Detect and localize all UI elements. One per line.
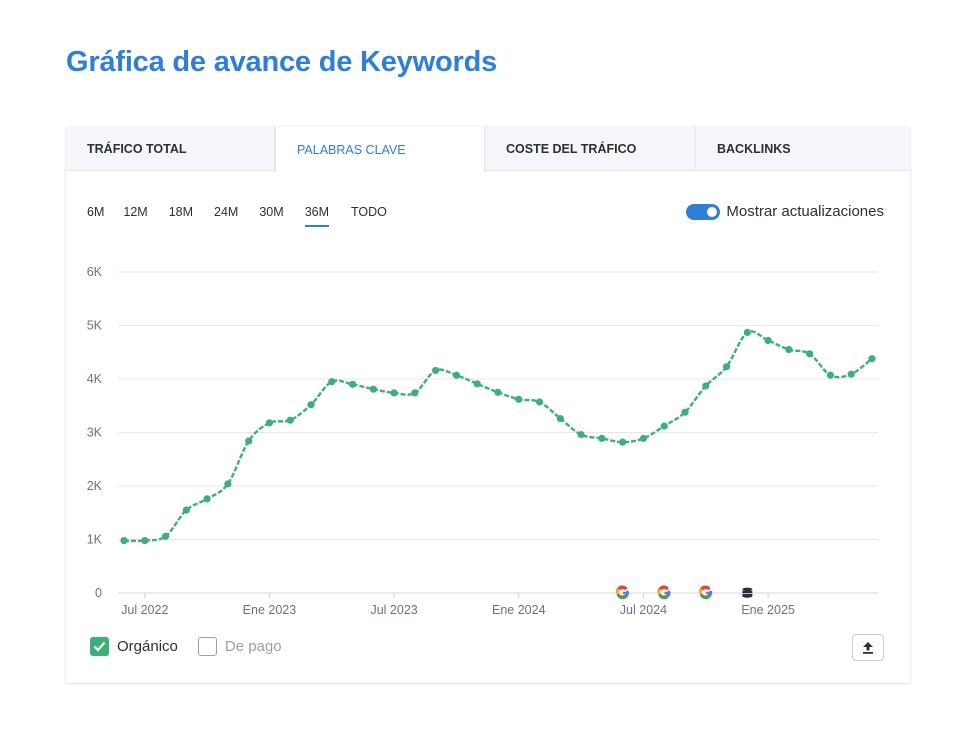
range-30m[interactable]: 30M (259, 205, 284, 219)
data-point (743, 328, 751, 337)
data-point (224, 480, 232, 488)
organic-label: Orgánico (117, 638, 178, 655)
data-point (535, 398, 544, 406)
data-point (785, 345, 793, 354)
page-title: Gráfica de avance de Keywords (66, 46, 498, 78)
x-axis-ticks: Jul 2022 Ene 2023 Jul 2023 Ene 2024 Jul 2024… (121, 593, 795, 617)
data-point (348, 380, 357, 388)
y-tick-label: 3K (87, 426, 103, 440)
tab-trafico-total[interactable]: TRÁFICO TOTAL (66, 127, 275, 171)
keywords-line-chart: 0 1K 2K 3K 4K 5K 6K Jul 2022 Ene 2023 Jul 2023 En… (87, 265, 878, 617)
range-todo[interactable]: TODO (351, 205, 387, 219)
data-point (847, 370, 855, 378)
y-tick-label: 2K (87, 479, 103, 493)
x-tick-label: Ene 2025 (741, 603, 795, 617)
toggle-knob (707, 206, 718, 217)
data-point (764, 336, 772, 345)
range-24m[interactable]: 24M (214, 205, 239, 219)
x-tick-label: Jul 2023 (370, 603, 417, 617)
data-point (452, 371, 461, 379)
data-point (245, 437, 253, 445)
organic-checkbox[interactable] (90, 637, 109, 656)
range-36m[interactable]: 36M (304, 205, 330, 227)
x-tick-label: Jul 2024 (620, 603, 667, 617)
metric-tabs: TRÁFICO TOTAL PALABRAS CLAVE COSTE DEL T… (66, 127, 910, 172)
y-tick-label: 6K (87, 265, 103, 279)
google-icon (616, 585, 630, 600)
data-point (411, 389, 419, 397)
google-icon (657, 585, 671, 600)
data-point (681, 408, 689, 416)
google-icon (699, 585, 713, 600)
data-point (826, 371, 835, 379)
data-point (432, 366, 440, 375)
data-point (660, 422, 668, 430)
y-tick-label: 0 (95, 586, 102, 600)
data-point (806, 350, 814, 358)
x-tick-label: Ene 2023 (243, 603, 297, 617)
y-tick-label: 4K (87, 372, 103, 386)
data-point (369, 385, 377, 393)
data-point (702, 382, 710, 390)
data-point (494, 388, 502, 396)
data-point (286, 416, 294, 424)
tab-backlinks[interactable]: BACKLINKS (717, 142, 791, 156)
x-tick-label: Jul 2022 (121, 603, 168, 617)
export-button[interactable] (852, 634, 884, 661)
tab-coste-trafico[interactable]: COSTE DEL TRÁFICO (485, 127, 696, 171)
x-tick-label: Ene 2024 (492, 603, 546, 617)
paid-checkbox[interactable] (197, 637, 217, 656)
paid-label: De pago (224, 638, 282, 655)
data-point (639, 434, 648, 442)
data-point (265, 419, 274, 427)
show-updates-label: Mostrar actualizaciones (726, 203, 884, 220)
check-icon (93, 641, 106, 652)
data-point (868, 355, 876, 363)
range-12m[interactable]: 12M (123, 205, 148, 219)
series-line (123, 330, 873, 543)
database-icon (742, 587, 753, 598)
keywords-chart-card: TRÁFICO TOTAL PALABRAS CLAVE COSTE DEL T… (66, 127, 910, 683)
data-point (120, 536, 128, 545)
updates-toggle-group: Mostrar actualizaciones (686, 203, 884, 220)
grid-lines (118, 271, 878, 594)
data-point (203, 495, 211, 503)
show-updates-toggle[interactable] (686, 203, 721, 220)
data-point (141, 536, 149, 545)
data-point (182, 506, 190, 514)
data-point (619, 438, 627, 446)
tab-palabras-clave[interactable]: PALABRAS CLAVE (275, 127, 485, 172)
data-point (556, 414, 564, 423)
data-point (515, 395, 523, 403)
y-tick-label: 5K (87, 319, 103, 333)
series-organico (120, 328, 876, 545)
update-annotations (616, 585, 753, 600)
data-point (598, 434, 606, 442)
time-range-selector: 6M 12M 18M 24M 30M 36M TODO (87, 205, 387, 227)
data-point (307, 401, 315, 409)
data-point (390, 389, 398, 397)
upload-icon (863, 642, 873, 654)
y-tick-label: 1K (87, 533, 103, 547)
y-axis-ticks: 0 1K 2K 3K 4K 5K 6K (87, 265, 103, 600)
range-6m[interactable]: 6M (87, 205, 105, 219)
data-point (328, 378, 336, 386)
data-point (161, 532, 170, 540)
data-point (577, 431, 585, 439)
data-point (722, 363, 731, 371)
range-18m[interactable]: 18M (168, 205, 194, 219)
chart-legend: Orgánico De pago (90, 637, 302, 656)
data-point (473, 380, 481, 388)
